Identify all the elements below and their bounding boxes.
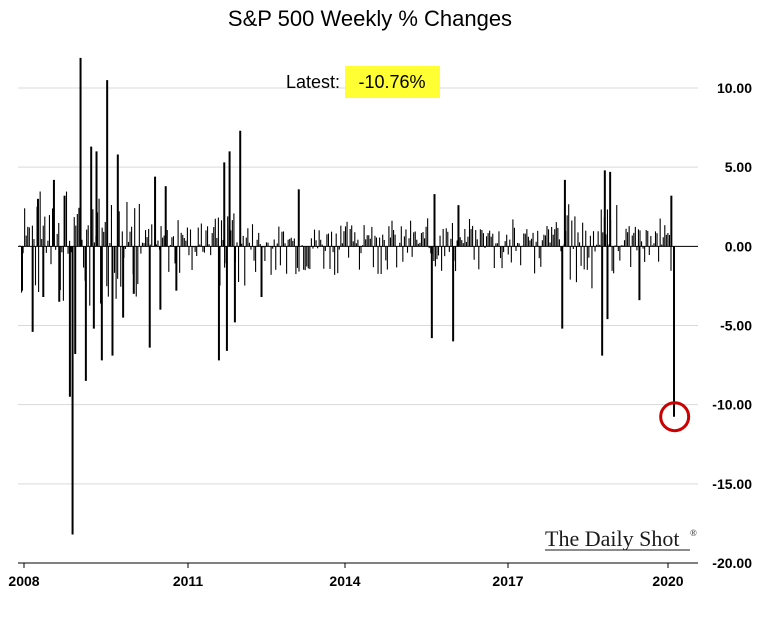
y-tick-label: 10.00 — [717, 80, 752, 96]
y-tick-label: -20.00 — [712, 555, 752, 571]
svg-text:The Daily Shot: The Daily Shot — [545, 526, 679, 551]
brand-logo: The Daily Shot ® — [545, 526, 697, 551]
x-ticks: 2008 2011 2014 2017 2020 — [8, 563, 684, 589]
chart-title: S&P 500 Weekly % Changes — [228, 6, 512, 31]
y-tick-label: 0.00 — [725, 238, 752, 254]
y-tick-label: -15.00 — [712, 476, 752, 492]
y-tick-label: 5.00 — [725, 159, 752, 175]
grid-lines — [18, 87, 698, 485]
latest-label: Latest: — [286, 72, 340, 92]
x-tick-label: 2014 — [329, 573, 360, 589]
x-tick-label: 2008 — [8, 573, 39, 589]
y-tick-label: -5.00 — [720, 318, 752, 334]
y-tick-label: -10.00 — [712, 397, 752, 413]
bars — [19, 57, 676, 535]
latest-value-highlight — [345, 66, 440, 98]
svg-text:®: ® — [690, 528, 697, 538]
x-tick-label: 2020 — [652, 573, 683, 589]
x-tick-label: 2017 — [492, 573, 523, 589]
latest-value: -10.76% — [358, 72, 425, 92]
x-tick-label: 2011 — [173, 573, 204, 589]
latest-marker-circle — [659, 401, 691, 433]
y-ticks: 10.00 5.00 0.00 -5.00 -10.00 -15.00 -20.00 — [712, 80, 752, 571]
